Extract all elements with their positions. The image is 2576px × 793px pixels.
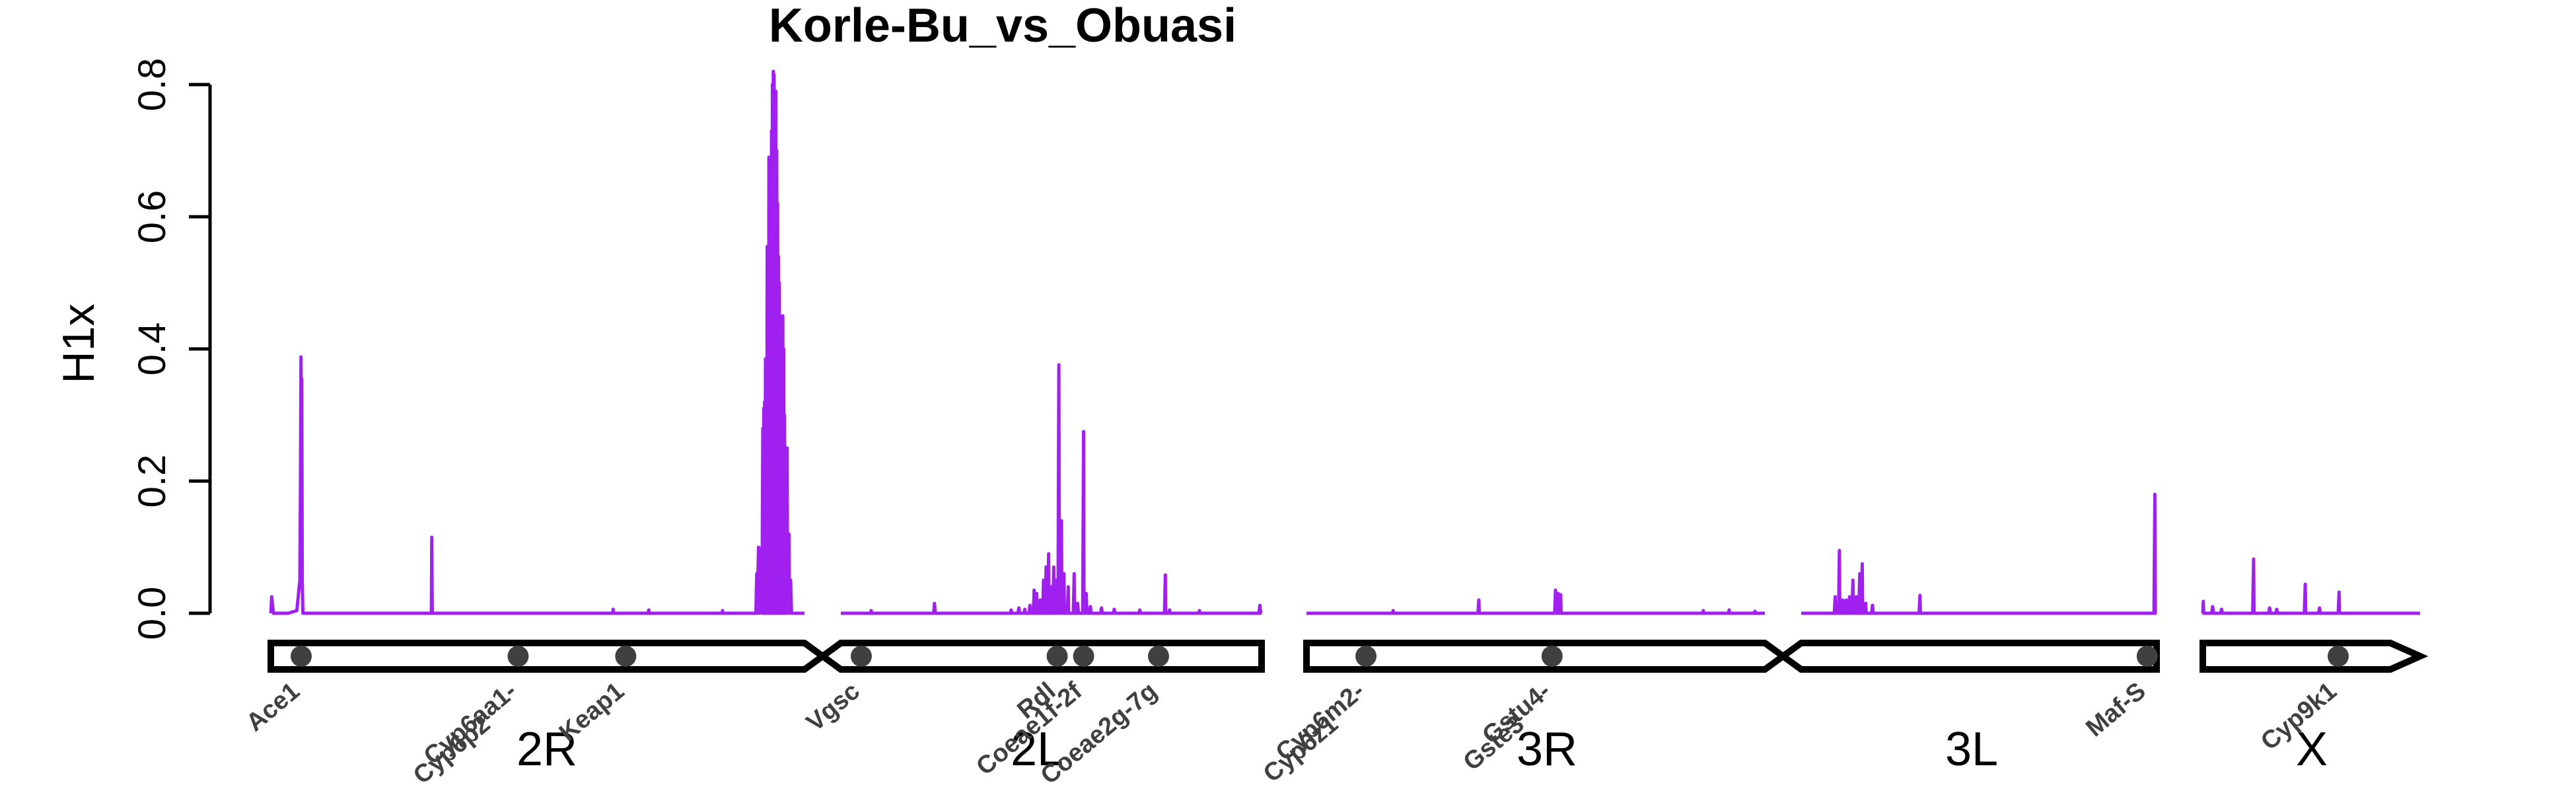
gene-marker bbox=[290, 646, 312, 667]
arm-label-2R: 2R bbox=[517, 723, 577, 776]
series-line-3L bbox=[1801, 492, 2157, 615]
y-tick-label: 0.0 bbox=[131, 587, 174, 640]
gene-label: Keap1 bbox=[554, 677, 629, 747]
gene-marker bbox=[1147, 646, 1169, 667]
arm-label-X: X bbox=[2296, 723, 2328, 776]
chart-title: Korle-Bu_vs_Obuasi bbox=[769, 0, 1236, 52]
y-tick-label: 0.4 bbox=[131, 322, 174, 376]
series-line-2L bbox=[841, 363, 1263, 615]
gene-label: Ace1 bbox=[241, 677, 305, 737]
gene-marker bbox=[615, 646, 637, 667]
y-tick-label: 0.2 bbox=[131, 455, 174, 508]
gene-label: Maf-S bbox=[2081, 677, 2151, 743]
series-line-2R bbox=[269, 69, 805, 615]
arm-label-2L: 2L bbox=[1011, 723, 1063, 776]
y-tick-label: 0.6 bbox=[131, 190, 174, 244]
chromosome-layer: 2R 2L 3R 3L X bbox=[268, 640, 2429, 776]
series-line-X bbox=[2201, 557, 2420, 615]
gene-marker bbox=[507, 646, 529, 667]
gene-marker bbox=[1046, 646, 1068, 667]
chromosome-2 bbox=[268, 640, 1265, 673]
gene-label: Vgsc bbox=[801, 677, 865, 737]
gene-marker bbox=[1541, 646, 1563, 667]
y-axis: 0.0 0.2 0.4 0.6 0.8 bbox=[131, 58, 212, 640]
y-axis-label: H1x bbox=[54, 304, 104, 384]
series-line-3R bbox=[1306, 588, 1765, 615]
gene-marker bbox=[1073, 646, 1094, 667]
arm-label-3L: 3L bbox=[1945, 723, 1998, 776]
gene-marker bbox=[2327, 646, 2349, 667]
chromosome-3 bbox=[1303, 640, 2160, 673]
arm-label-3R: 3R bbox=[1517, 723, 1577, 776]
series-layer bbox=[269, 69, 2420, 615]
chromosome-x bbox=[2200, 640, 2429, 673]
gene-marker bbox=[850, 646, 872, 667]
gene-marker bbox=[2136, 646, 2158, 667]
y-tick-label: 0.8 bbox=[131, 58, 174, 112]
gene-marker bbox=[1355, 646, 1377, 667]
